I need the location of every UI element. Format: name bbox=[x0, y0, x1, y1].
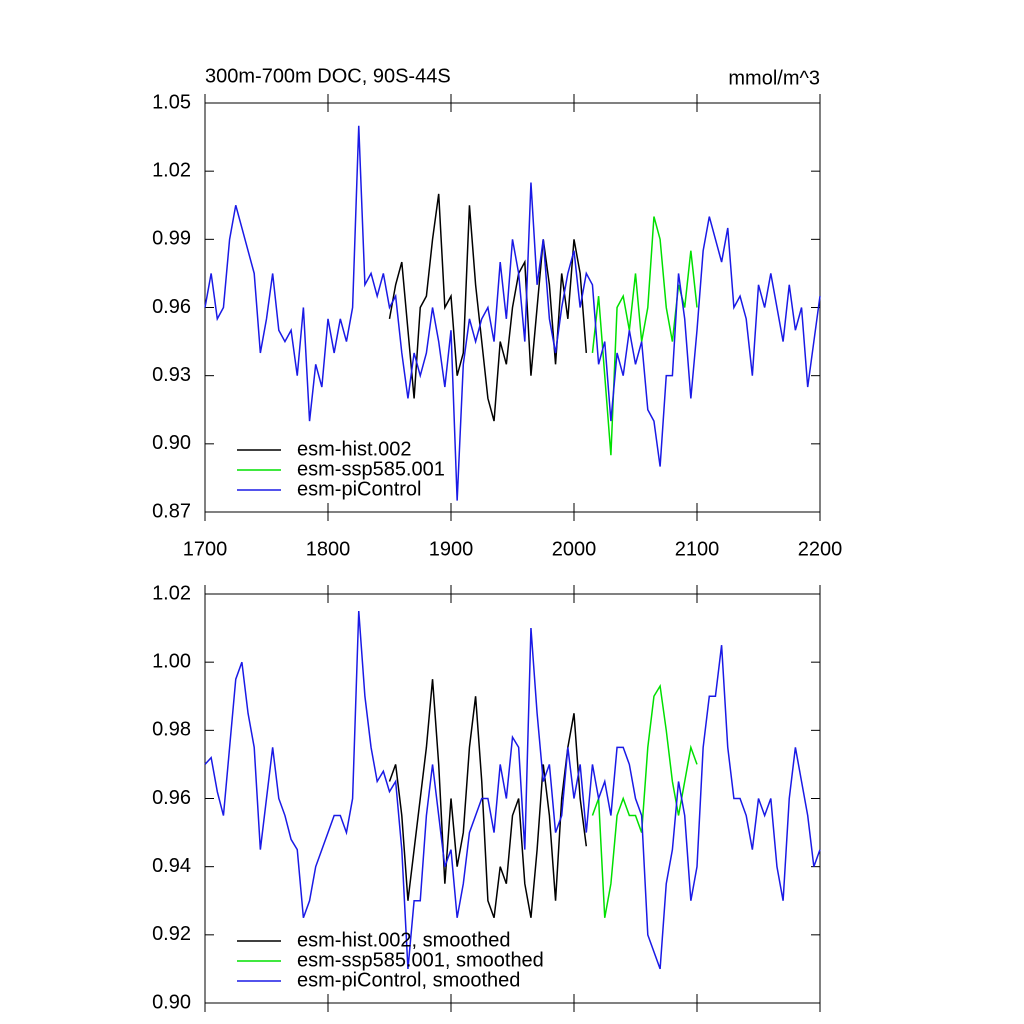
x-tick-label: 1900 bbox=[429, 538, 474, 560]
y-tick-label: 0.98 bbox=[152, 719, 191, 741]
y-tick-label: 1.00 bbox=[152, 650, 191, 672]
series-line bbox=[591, 216, 698, 456]
y-tick-label: 0.96 bbox=[152, 296, 191, 318]
y-tick-label: 1.02 bbox=[152, 159, 191, 181]
legend-label: esm-ssp585.001, smoothed bbox=[297, 949, 544, 971]
series-line bbox=[591, 683, 698, 918]
y-tick-label: 1.05 bbox=[152, 91, 191, 113]
legend-label: esm-piControl bbox=[297, 478, 421, 500]
chart-title: 300m-700m DOC, 90S-44S bbox=[205, 65, 451, 87]
x-tick-label: 2000 bbox=[552, 538, 597, 560]
series-line bbox=[388, 679, 588, 919]
x-tick-label: 2200 bbox=[798, 538, 843, 560]
legend-label: esm-piControl, smoothed bbox=[297, 969, 520, 991]
y-tick-label: 0.96 bbox=[152, 787, 191, 809]
legend-label: esm-hist.002 bbox=[297, 438, 412, 460]
legend-label: esm-hist.002, smoothed bbox=[297, 929, 510, 951]
x-tick-label: 2100 bbox=[675, 538, 720, 560]
legend-label: esm-ssp585.001 bbox=[297, 458, 445, 480]
y-tick-label: 0.92 bbox=[152, 923, 191, 945]
series-line bbox=[204, 125, 821, 501]
y-tick-label: 0.99 bbox=[152, 228, 191, 250]
x-tick-label: 1800 bbox=[306, 538, 351, 560]
y-tick-label: 1.02 bbox=[152, 582, 191, 604]
y-tick-label: 0.93 bbox=[152, 364, 191, 386]
y-tick-label: 0.90 bbox=[152, 991, 191, 1013]
y-tick-label: 0.90 bbox=[152, 432, 191, 454]
x-tick-label: 1700 bbox=[183, 538, 228, 560]
y-tick-label: 0.87 bbox=[152, 500, 191, 522]
series-line bbox=[204, 610, 821, 970]
y-tick-label: 0.94 bbox=[152, 855, 191, 877]
units-label: mmol/m^3 bbox=[728, 67, 820, 89]
